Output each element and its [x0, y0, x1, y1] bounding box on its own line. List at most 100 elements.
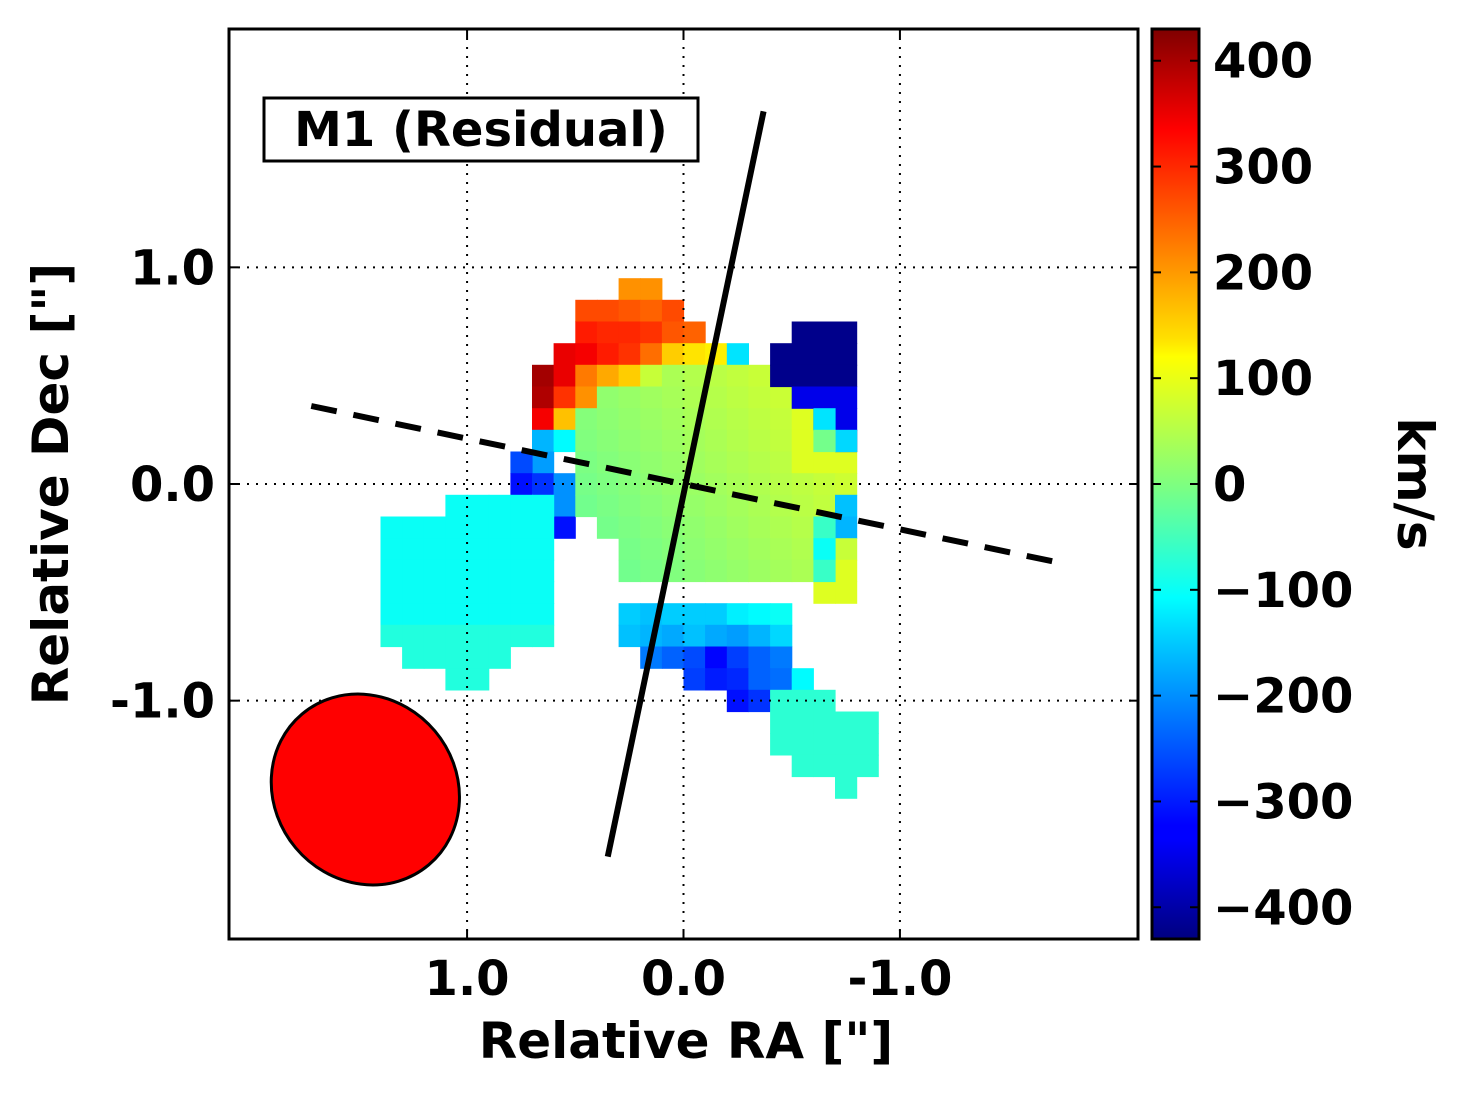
velocity-pixel — [813, 321, 836, 344]
velocity-pixel — [748, 516, 771, 539]
beam-ellipse — [269, 692, 461, 887]
velocity-pixel — [770, 364, 793, 388]
velocity-pixel — [467, 624, 490, 648]
velocity-pixel — [683, 603, 706, 626]
velocity-pixel — [683, 559, 706, 583]
velocity-pixel — [748, 603, 771, 626]
velocity-pixel — [488, 494, 511, 518]
velocity-pixel — [488, 624, 511, 648]
velocity-pixel — [640, 494, 663, 518]
velocity-pixel — [661, 343, 685, 366]
velocity-pixel — [683, 516, 706, 539]
velocity-pixel — [835, 408, 858, 431]
panel-title-box — [262, 96, 700, 163]
velocity-pixel — [835, 321, 858, 344]
velocity-pixel — [748, 689, 771, 713]
velocity-pixel — [640, 408, 663, 431]
velocity-pixel — [683, 321, 706, 344]
velocity-pixel — [423, 603, 446, 626]
velocity-pixel — [791, 408, 814, 431]
velocity-pixel — [618, 408, 641, 431]
velocity-pixel — [835, 776, 858, 799]
velocity-pixel — [791, 473, 814, 496]
colorbar-tick-label: 100 — [1213, 351, 1313, 407]
velocity-pixel — [532, 516, 555, 539]
velocity-pixel — [575, 429, 598, 453]
velocity-pixel — [748, 538, 771, 561]
velocity-pixel — [488, 603, 511, 626]
velocity-pixel — [770, 538, 793, 561]
velocity-pixel — [402, 538, 425, 561]
velocity-pixel — [445, 646, 468, 669]
velocity-pixel — [575, 494, 598, 518]
velocity-pixel — [813, 711, 836, 734]
velocity-pixel — [402, 516, 425, 539]
velocity-pixel — [726, 473, 749, 496]
velocity-pixel — [770, 646, 793, 669]
velocity-pixel — [726, 646, 749, 669]
velocity-pixel — [488, 581, 511, 604]
velocity-pixel — [467, 559, 490, 583]
velocity-pixel — [532, 624, 555, 648]
velocity-pixel — [748, 386, 771, 409]
velocity-pixel — [791, 711, 814, 734]
velocity-pixel — [813, 451, 836, 474]
velocity-pixel — [791, 321, 814, 344]
velocity-pixel — [661, 408, 685, 431]
panel-title: M1 (Residual) — [294, 102, 668, 158]
velocity-pixel — [770, 343, 793, 366]
velocity-pixel — [791, 386, 814, 409]
velocity-pixel — [661, 624, 685, 648]
velocity-pixel — [467, 494, 490, 518]
velocity-pixel — [726, 343, 749, 366]
velocity-pixel — [726, 538, 749, 561]
major-axis-line — [604, 110, 767, 858]
velocity-pixel — [510, 494, 533, 518]
velocity-pixel — [770, 516, 793, 539]
colorbar-tick-label: −100 — [1213, 563, 1353, 619]
velocity-pixel — [835, 581, 858, 604]
velocity-pixel — [791, 538, 814, 561]
velocity-pixel — [791, 733, 814, 756]
velocity-pixel — [445, 603, 468, 626]
y-tick-label: 0.0 — [130, 457, 215, 513]
velocity-pixel — [618, 364, 641, 388]
velocity-pixel — [835, 754, 858, 778]
velocity-pixel — [791, 668, 814, 691]
velocity-pixel — [532, 538, 555, 561]
velocity-pixel — [467, 603, 490, 626]
velocity-pixel — [510, 559, 533, 583]
velocity-pixel — [618, 429, 641, 453]
colorbar-tick-label: −400 — [1213, 880, 1353, 936]
velocity-pixel — [748, 559, 771, 583]
velocity-pixel — [488, 538, 511, 561]
velocity-pixel — [532, 473, 555, 496]
velocity-pixel — [813, 733, 836, 756]
velocity-pixel — [423, 559, 446, 583]
colorbar-tick-label: 400 — [1213, 34, 1313, 90]
velocity-pixel — [553, 516, 576, 539]
velocity-pixel — [402, 624, 425, 648]
velocity-pixel — [596, 494, 620, 518]
velocity-pixel — [640, 559, 663, 583]
velocity-pixel — [618, 516, 641, 539]
velocity-pixel — [445, 494, 468, 518]
velocity-pixel — [661, 321, 685, 344]
x-tick-label: -1.0 — [847, 951, 952, 1007]
velocity-pixel — [726, 668, 749, 691]
velocity-pixel — [705, 386, 728, 409]
velocity-pixel — [835, 364, 858, 388]
velocity-pixel — [402, 603, 425, 626]
velocity-pixel — [596, 386, 620, 409]
velocity-pixel — [835, 559, 858, 583]
velocity-pixel — [791, 343, 814, 366]
velocity-pixel — [380, 516, 403, 539]
velocity-pixel — [791, 559, 814, 583]
velocity-pixel — [402, 646, 425, 669]
velocity-pixel — [532, 581, 555, 604]
velocity-pixel — [467, 668, 490, 691]
velocity-pixel — [835, 386, 858, 409]
velocity-pixel — [661, 603, 685, 626]
velocity-pixel — [596, 516, 620, 539]
